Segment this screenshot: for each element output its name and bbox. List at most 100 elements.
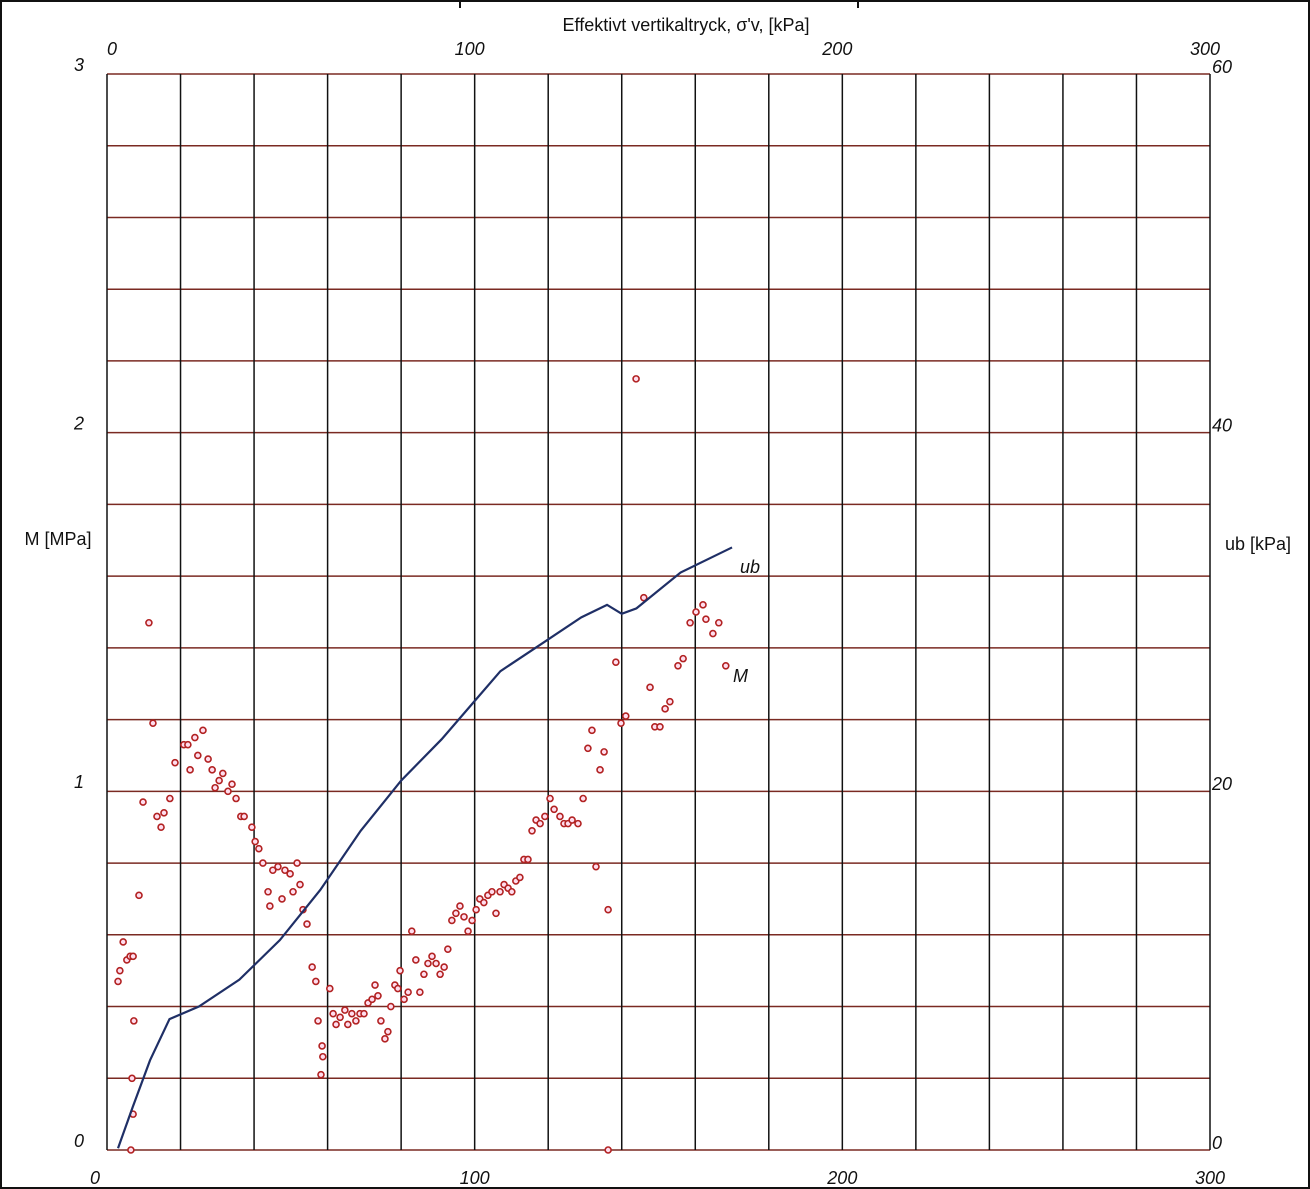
data-point — [546, 794, 554, 803]
data-point — [384, 1027, 392, 1036]
data-point — [296, 880, 304, 889]
data-point — [314, 1017, 322, 1025]
data-point — [266, 902, 274, 910]
data-point — [646, 683, 654, 692]
data-point — [145, 618, 153, 627]
data-point — [604, 1146, 612, 1154]
data-point — [248, 823, 256, 832]
data-point — [468, 916, 476, 925]
data-point — [656, 722, 664, 731]
y-tick-label: 3 — [74, 55, 84, 75]
data-point — [452, 909, 460, 918]
data-point — [149, 719, 157, 727]
data-point — [286, 870, 294, 878]
x-top-tick-label: 300 — [1190, 39, 1220, 59]
data-point — [600, 748, 608, 756]
x-tick-label: 300 — [1195, 1168, 1225, 1188]
data-point — [404, 988, 412, 996]
data-point — [508, 887, 516, 896]
line — [116, 546, 733, 1149]
data-point — [679, 654, 687, 663]
annotation: ub — [740, 557, 760, 577]
data-point — [127, 1146, 135, 1154]
x-tick-label: 200 — [826, 1168, 857, 1188]
data-point — [574, 819, 582, 828]
data-point — [374, 991, 382, 1000]
data-point — [341, 1006, 349, 1014]
data-point — [129, 952, 137, 961]
data-point — [278, 895, 286, 903]
data-point — [114, 977, 122, 986]
y2-tick-label: 0 — [1212, 1133, 1222, 1153]
data-point — [128, 1074, 136, 1083]
data-point — [412, 956, 420, 964]
data-point — [464, 927, 472, 936]
data-point — [171, 758, 179, 767]
data-point — [480, 898, 488, 907]
data-point — [368, 995, 376, 1004]
data-point — [592, 862, 600, 871]
data-point — [326, 984, 334, 993]
data-point — [702, 615, 710, 623]
data-point — [692, 608, 700, 616]
data-point — [579, 794, 587, 803]
x-top-tick-label: 0 — [107, 39, 117, 59]
data-point — [289, 887, 297, 896]
x-top-tick-label: 200 — [821, 39, 852, 59]
data-point — [568, 816, 576, 824]
y2-tick-label: 40 — [1212, 415, 1232, 435]
data-point — [219, 769, 227, 778]
data-point — [460, 913, 468, 921]
data-point — [139, 798, 147, 806]
data-point — [348, 1009, 356, 1018]
y-tick-label: 1 — [74, 772, 84, 792]
data-point — [166, 794, 174, 803]
data-point — [604, 905, 612, 914]
data-point — [448, 916, 456, 925]
data-point — [160, 809, 168, 817]
data-point — [194, 751, 202, 760]
data-point — [556, 812, 564, 821]
data-point — [440, 963, 448, 971]
data-point — [407, 927, 416, 936]
data-point — [541, 812, 549, 821]
data-point — [255, 844, 263, 853]
data-point — [224, 787, 232, 796]
data-point — [632, 375, 640, 383]
data-point — [293, 859, 301, 867]
data-point — [472, 905, 480, 914]
data-point — [528, 826, 536, 835]
data-point — [215, 776, 223, 785]
data-point — [274, 862, 282, 871]
data-point — [308, 963, 316, 971]
data-point — [377, 1017, 385, 1025]
data-point — [444, 945, 452, 953]
x-tick-label: 0 — [90, 1168, 100, 1188]
data-point — [344, 1020, 352, 1029]
data-point — [116, 966, 124, 975]
y-axis-label: M [MPa] — [24, 529, 91, 549]
data-point — [496, 887, 504, 896]
data-point — [596, 766, 604, 774]
data-point — [588, 726, 596, 735]
data-point — [240, 812, 248, 821]
data-point — [281, 866, 289, 875]
data-point — [318, 1042, 326, 1050]
data-point — [232, 794, 240, 803]
data-point — [436, 970, 444, 979]
data-point — [135, 891, 143, 900]
data-point — [424, 959, 432, 968]
data-point — [381, 1035, 389, 1043]
data-point — [456, 902, 464, 910]
data-point — [228, 780, 236, 788]
data-point — [721, 661, 730, 670]
data-point — [387, 1002, 395, 1011]
data-point — [621, 712, 630, 720]
data-point — [153, 812, 161, 821]
data-point — [400, 995, 408, 1004]
chart-title: Effektivt vertikaltryck, σ'v, [kPa] — [563, 15, 810, 35]
data-point — [432, 959, 440, 968]
data-point — [674, 661, 682, 670]
data-point — [329, 1009, 337, 1018]
